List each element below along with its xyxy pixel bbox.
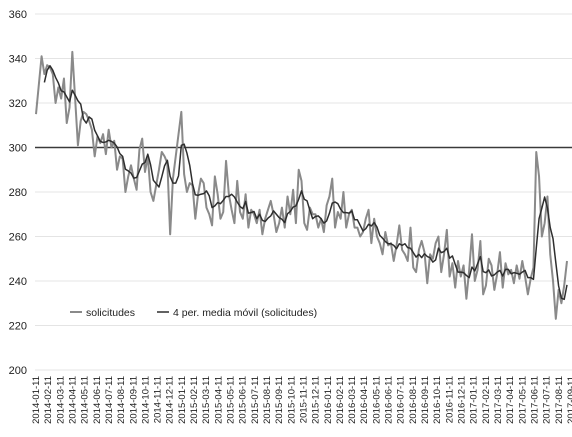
- series-line-solicitudes: [35, 50, 568, 320]
- x-tick-label: 2014-06-11: [92, 376, 103, 424]
- x-tick-label: 2014-01-11: [31, 376, 42, 424]
- x-tick-label: 2016-02-11: [335, 376, 346, 424]
- x-tick-label: 2016-12-11: [457, 376, 468, 424]
- x-tick-label: 2015-04-11: [213, 376, 224, 424]
- y-tick-label: 200: [9, 365, 27, 377]
- y-tick-label: 340: [9, 54, 27, 66]
- y-tick-label: 280: [9, 187, 27, 199]
- x-tick-label: 2015-03-11: [201, 376, 212, 424]
- x-tick-label: 2017-01-11: [469, 376, 480, 424]
- y-tick-label: 320: [9, 98, 27, 110]
- y-tick-label: 300: [9, 143, 27, 155]
- x-tick-label: 2014-07-11: [104, 376, 115, 424]
- x-tick-label: 2014-11-11: [153, 376, 164, 423]
- x-tick-label: 2015-10-11: [286, 376, 297, 424]
- x-tick-label: 2017-09-11: [566, 376, 572, 424]
- legend-label-moving-average: 4 per. media móvil (solicitudes): [173, 307, 317, 319]
- x-tick-label: 2015-05-11: [226, 376, 237, 424]
- legend: solicitudes 4 per. media móvil (solicitu…: [70, 307, 317, 319]
- x-tick-label: 2017-05-11: [517, 376, 528, 424]
- x-axis-tick-labels: 2014-01-11 2014-02-11 2014-03-11 2014-04-11…: [31, 376, 572, 424]
- x-tick-label: 2016-04-11: [359, 376, 370, 424]
- y-tick-label: 220: [9, 321, 27, 333]
- x-tick-label: 2016-03-11: [347, 376, 358, 424]
- x-tick-label: 2015-01-11: [177, 376, 188, 424]
- y-axis-tick-labels: 200 220 240 260 280 300 320 340 360: [9, 9, 27, 377]
- x-tick-label: 2014-05-11: [80, 376, 91, 424]
- x-tick-label: 2014-10-11: [140, 376, 151, 424]
- x-tick-label: 2015-09-11: [274, 376, 285, 424]
- x-tick-label: 2016-01-11: [323, 376, 334, 424]
- x-tick-label: 2015-07-11: [250, 376, 261, 424]
- x-tick-label: 2017-06-11: [529, 376, 540, 424]
- x-tick-label: 2016-05-11: [371, 376, 382, 424]
- x-tick-label: 2015-12-11: [311, 376, 322, 424]
- x-tick-label: 2014-08-11: [116, 376, 127, 424]
- x-tick-label: 2014-02-11: [43, 376, 54, 424]
- x-tick-label: 2016-10-11: [432, 376, 443, 424]
- x-tick-label: 2016-07-11: [396, 376, 407, 424]
- x-tick-label: 2017-03-11: [493, 376, 504, 424]
- x-tick-label: 2017-04-11: [505, 376, 516, 424]
- x-tick-label: 2014-12-11: [165, 376, 176, 424]
- x-tick-label: 2017-07-11: [542, 376, 553, 424]
- x-tick-label: 2016-08-11: [408, 376, 419, 424]
- x-tick-label: 2016-09-11: [420, 376, 431, 424]
- y-tick-label: 360: [9, 9, 27, 21]
- x-tick-label: 2015-02-11: [189, 376, 200, 424]
- x-tick-label: 2015-11-11: [298, 376, 309, 423]
- x-tick-label: 2015-08-11: [262, 376, 273, 424]
- x-tick-label: 2014-03-11: [55, 376, 66, 424]
- x-tick-label: 2017-08-11: [554, 376, 565, 424]
- series-group: [35, 50, 568, 320]
- legend-label-solicitudes: solicitudes: [86, 307, 135, 319]
- x-tick-label: 2016-06-11: [384, 376, 395, 424]
- x-tick-label: 2014-04-11: [67, 376, 78, 424]
- x-tick-label: 2017-02-11: [481, 376, 492, 424]
- x-tick-label: 2014-09-11: [128, 376, 139, 424]
- x-tick-label: 2015-06-11: [238, 376, 249, 424]
- y-tick-label: 240: [9, 276, 27, 288]
- y-tick-label: 260: [9, 232, 27, 244]
- series-line-moving-average: [43, 64, 568, 301]
- x-tick-label: 2016-11-11: [444, 376, 455, 423]
